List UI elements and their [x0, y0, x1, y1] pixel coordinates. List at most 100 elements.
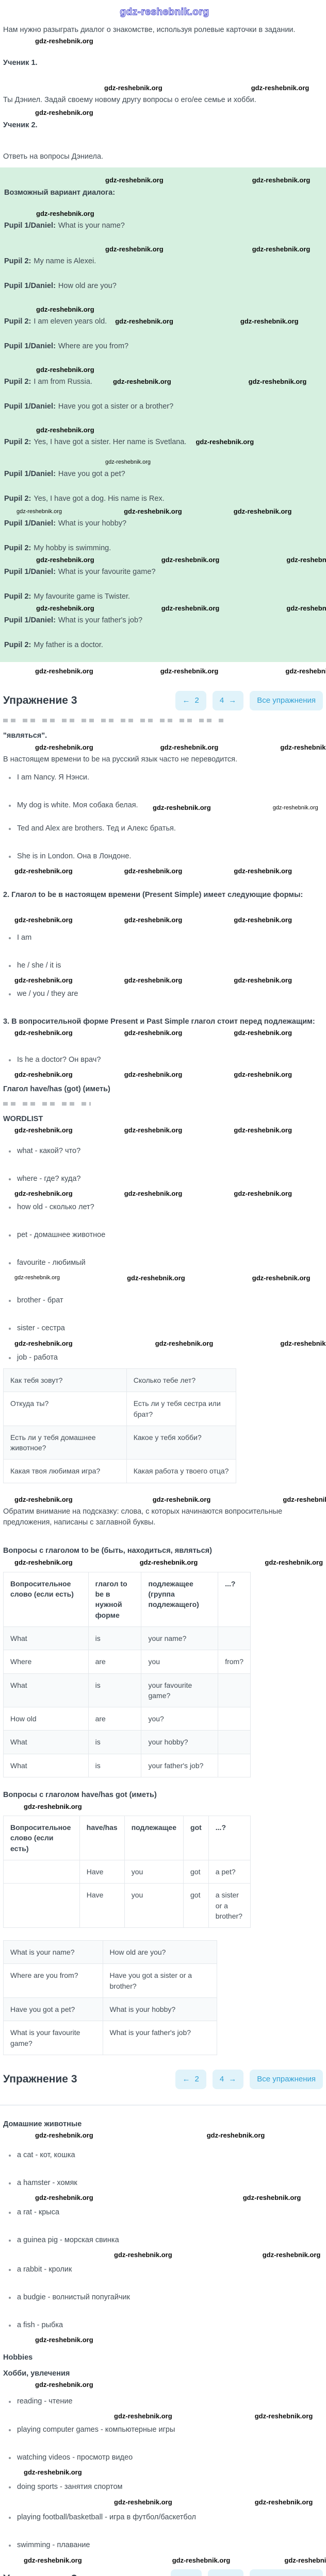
watermark-text: gdz-reshebnik.org — [14, 867, 73, 875]
watermark-text: gdz-reshebnik.org — [124, 976, 183, 985]
watermark-text: gdz-reshebnik.org — [35, 2381, 93, 2389]
dialog-line: Pupil 1/Daniel: What is your favourite ga… — [4, 567, 323, 578]
table-cell — [3, 1883, 80, 1928]
table-row: How old are you? — [3, 1707, 251, 1731]
left-arrow-icon: ← — [182, 696, 190, 705]
list-item: My dog is white. Моя собака белая. — [3, 800, 326, 811]
list-item: a fish - рыбка — [3, 2320, 326, 2331]
watermark-text: gdz-reshebnik.org — [14, 1029, 73, 1037]
have-got-table-title: Вопросы с глаголом have/has got (иметь) — [3, 1791, 157, 1800]
prev-exercise-button[interactable]: ←2 — [175, 690, 206, 710]
all-exercises-link[interactable]: Все упражнения — [250, 2569, 323, 2576]
list-item: I am — [3, 933, 326, 943]
list-item: brother - брат — [3, 1295, 326, 1306]
prev-exercise-button[interactable]: ←2 — [170, 2569, 202, 2576]
prev-exercise-number: 2 — [194, 696, 199, 705]
list-item: job - работа — [3, 1352, 326, 1363]
pets-list2: a rat - крыса a guinea pig - морская сви… — [3, 2207, 326, 2246]
next-exercise-button[interactable]: 4→ — [212, 2069, 244, 2089]
table-header-cell: подлежащее — [124, 1816, 184, 1860]
table-row: Where are you from? Have you got a sister… — [3, 1963, 218, 1998]
table-row: Have you got a pet? — [3, 1859, 251, 1884]
list-item: a hamster - хомяк — [3, 2178, 326, 2189]
table-cell: got — [183, 1859, 209, 1884]
dialog-text: Where are you from? — [58, 342, 129, 350]
table-row: Have you got a sister or a brother? — [3, 1883, 251, 1928]
prev-exercise-button[interactable]: ←2 — [175, 2069, 206, 2089]
list-item: pet - домашнее животное — [3, 1230, 326, 1241]
table-cell: Какое у тебя хобби? — [126, 1425, 237, 1460]
table-row: Как тебя зовут? Сколько тебе лет? — [3, 1368, 237, 1393]
watermark-text: gdz-reshebnik.org — [14, 1558, 73, 1567]
dialog-text: Have you got a sister or a brother? — [58, 402, 174, 411]
sample-dialog-block: gdz-reshebnik.org gdz-reshebnik.org Возмо… — [0, 167, 326, 662]
table-cell — [218, 1707, 251, 1731]
watermark-text: gdz-reshebnik.org — [14, 976, 73, 985]
exercise-nav: ←2 4→ Все упражнения — [175, 690, 323, 710]
speaker-label: Pupil 1/Daniel: — [4, 221, 56, 230]
to-be-questions-table: Вопросительное слово (если есть) глагол … — [3, 1571, 251, 1778]
speaker-label: Pupil 1/Daniel: — [4, 616, 56, 624]
watermark-text: gdz-reshebnik.org — [36, 210, 94, 218]
watermark-text: gdz-reshebnik.org — [234, 976, 292, 985]
watermark-text: gdz-reshebnik.org — [195, 437, 254, 446]
watermark-text: gdz-reshebnik.org — [240, 317, 299, 325]
watermark-text: gdz-reshebnik.org — [36, 426, 94, 434]
watermark-text: gdz-reshebnik.org — [14, 1274, 60, 1281]
table-row: What is your hobby? — [3, 1730, 251, 1754]
exercise-title: Упражнение 3 — [3, 2073, 77, 2085]
pupil1-label: Ученик 1. — [3, 58, 38, 67]
dialog-text: I am eleven years old. — [34, 317, 107, 326]
be-note: В настоящем времени to be на русский язы… — [3, 755, 238, 764]
watermark-text: gdz-reshebnik.org — [284, 2556, 326, 2564]
watermark-text: gdz-reshebnik.org — [152, 1496, 211, 1504]
table-cell: from? — [218, 1650, 251, 1674]
speaker-label: Pupil 2: — [4, 494, 31, 503]
hobbies-list3: doing sports - занятия спортом — [3, 2482, 326, 2493]
table-cell: is — [88, 1626, 142, 1651]
all-exercises-link[interactable]: Все упражнения — [250, 690, 323, 710]
table-cell: What is your father's job? — [102, 2021, 218, 2055]
table-row: Есть ли у тебя домашнее животное? Какое у… — [3, 1425, 237, 1460]
table-row: Where are you from? — [3, 1650, 251, 1674]
next-exercise-button[interactable]: 4→ — [212, 690, 244, 710]
wordlist4: job - работа — [3, 1352, 326, 1363]
table-cell — [218, 1730, 251, 1754]
list-item: sister - сестра — [3, 1323, 326, 1334]
watermark-text: gdz-reshebnik.org — [234, 916, 292, 924]
watermark-text: gdz-reshebnik.org — [35, 743, 93, 752]
dialog-line: Pupil 2: I am from Russia. gdz-reshebnik.o… — [4, 377, 323, 387]
watermark-text: gdz-reshebnik.org — [251, 84, 309, 92]
list-item: a budgie - волнистый попугайчик — [3, 2292, 326, 2303]
watermark-text: gdz-reshebnik.org — [114, 2251, 172, 2259]
list-item: we / you / they are — [3, 989, 326, 999]
watermark-text: gdz-reshebnik.org — [280, 743, 326, 752]
next-exercise-button[interactable]: 4→ — [207, 2569, 244, 2576]
hint-paragraph: Обратим внимание на подсказку: слова, с … — [3, 1507, 283, 1527]
speaker-label: Pupil 2: — [4, 257, 31, 265]
table-cell: you — [124, 1883, 184, 1928]
exercise-nav: ←2 4→ Все упражнения — [175, 2069, 323, 2089]
speaker-label: Pupil 2: — [4, 544, 31, 552]
watermark-text: gdz-reshebnik.org — [35, 2131, 93, 2140]
exercise-header-row: Упражнение 3 ←2 4→ Все упражнения — [3, 2069, 323, 2089]
wordlist2: how old - сколько лет? pet - домашнее жи… — [3, 1202, 326, 1268]
watermark-text: gdz-reshebnik.org — [36, 306, 94, 314]
dialog-text: My name is Alexei. — [34, 257, 96, 265]
watermark-text: gdz-reshebnik.org — [248, 377, 307, 385]
watermark-text: gdz-reshebnik.org — [17, 508, 62, 515]
table-header-cell: подлежащее (группа подлежащего) — [141, 1571, 219, 1628]
right-arrow-icon: → — [229, 696, 237, 705]
left-arrow-icon: ← — [182, 2074, 190, 2083]
watermark-text: gdz-reshebnik.org — [234, 1190, 292, 1198]
table-header-row: Вопросительное слово (если есть) глагол … — [3, 1571, 251, 1628]
dialog-line: Pupil 2: Yes, I have got a sister. Her na… — [4, 437, 323, 448]
watermark-text: gdz-reshebnik.org — [14, 1190, 73, 1198]
task-description: Нам нужно разыграть диалог о знакомстве,… — [3, 25, 296, 34]
dialog-line: Pupil 1/Daniel: What is your hobby? — [4, 518, 323, 529]
table-row: Откуда ты? Есть ли у тебя сестра или брат… — [3, 1392, 237, 1426]
all-exercises-link[interactable]: Все упражнения — [250, 2069, 323, 2089]
watermark-text: gdz-reshebnik.org — [160, 743, 219, 752]
clipped-text-remnant — [3, 718, 225, 722]
section-divider — [0, 2104, 326, 2106]
